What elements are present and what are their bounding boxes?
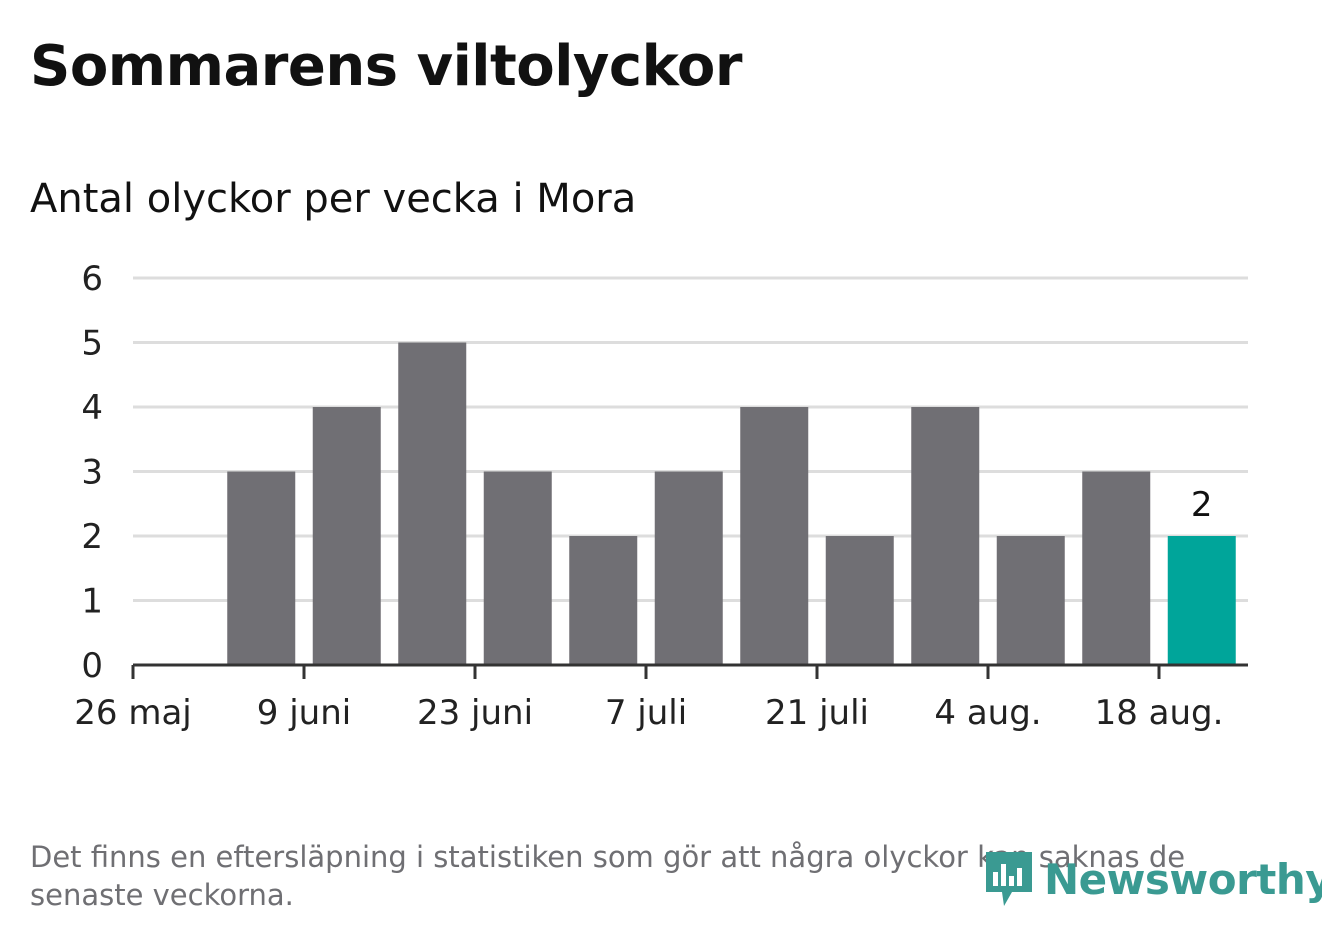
bar [654,471,723,665]
logo-text: Newsworthy [1044,854,1322,904]
y-tick-label: 2 [81,517,103,557]
y-tick-label: 0 [81,646,103,686]
y-tick-label: 4 [81,388,103,428]
bar [1082,471,1151,665]
bar [996,536,1065,665]
y-tick-label: 6 [81,259,103,299]
x-tick-label: 23 juni [417,693,533,733]
chart-title: Sommarens viltolyckor [30,34,742,99]
bar [312,407,381,665]
bar [227,471,296,665]
bar [825,536,894,665]
data-label: 2 [1191,485,1213,525]
bar-highlight [1167,536,1236,665]
bar [911,407,980,665]
x-tick-label: 7 juli [605,693,687,733]
x-tick-label: 4 aug. [934,693,1041,733]
x-tick-label: 18 aug. [1095,693,1224,733]
x-tick-label: 26 maj [74,693,191,733]
bar [483,471,552,665]
newsworthy-logo[interactable]: Newsworthy [982,848,1322,910]
y-tick-label: 5 [81,324,103,364]
bar [740,407,809,665]
bar-chart: 0 1 2 3 4 5 6 2 26 maj 9 juni 23 juni 7 juli 21 ju… [74,259,1248,733]
newsworthy-bar-chart-icon [986,852,1032,906]
y-tick-label: 3 [81,453,103,493]
y-tick-label: 1 [81,582,103,622]
y-axis-labels: 0 1 2 3 4 5 6 [81,259,103,686]
x-tick-label: 21 juli [765,693,869,733]
chart-subtitle: Antal olyckor per vecka i Mora [30,176,637,222]
x-tick-label: 9 juni [257,693,351,733]
bar [569,536,638,665]
bars: 2 [227,342,1236,665]
x-axis: 26 maj 9 juni 23 juni 7 juli 21 juli 4 aug. 18… [74,663,1248,733]
bar [398,342,467,665]
